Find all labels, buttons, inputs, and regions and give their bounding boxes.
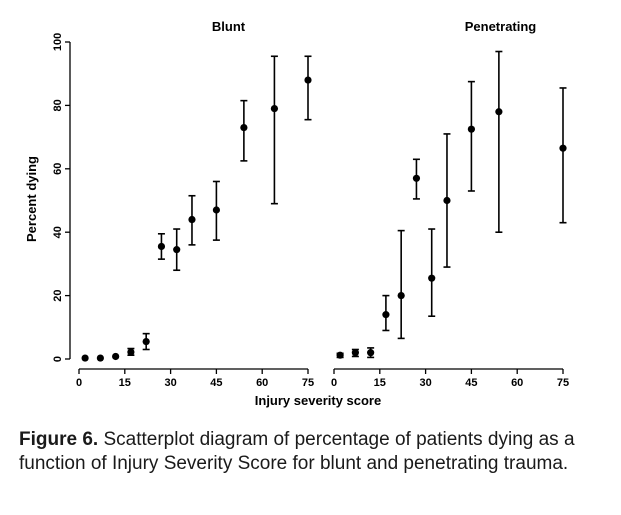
data-point-1-2 <box>367 349 375 357</box>
data-point-0-2 <box>112 352 120 361</box>
panel-title-0: Blunt <box>212 19 246 34</box>
data-point-1-4 <box>397 292 405 300</box>
data-point-1-8 <box>467 125 475 133</box>
x-tick-label-0-4: 60 <box>256 377 268 389</box>
x-tick-label-0-2: 30 <box>164 377 176 389</box>
data-point-1-1 <box>351 349 359 357</box>
x-tick-label-0-5: 75 <box>302 377 314 389</box>
y-tick-label-4: 80 <box>52 99 64 111</box>
data-point-1-10 <box>559 144 567 152</box>
data-point-0-6 <box>173 246 181 254</box>
x-tick-label-0-1: 15 <box>119 377 131 389</box>
data-point-1-0 <box>336 351 344 359</box>
x-tick-label-1-0: 0 <box>331 377 337 389</box>
data-point-0-0 <box>81 354 89 362</box>
data-point-1-9 <box>495 108 503 116</box>
data-point-1-5 <box>412 174 421 182</box>
y-axis-title: Percent dying <box>24 156 39 242</box>
x-axis-title: Injury severity score <box>255 393 381 408</box>
x-tick-label-0-0: 0 <box>76 377 82 389</box>
data-point-1-3 <box>382 311 390 319</box>
data-point-0-11 <box>304 76 312 84</box>
y-tick-label-0: 0 <box>52 356 64 362</box>
x-tick-label-1-4: 60 <box>511 377 523 389</box>
x-tick-label-1-1: 15 <box>374 377 386 389</box>
y-tick-label-1: 20 <box>52 289 64 301</box>
figure-caption: Figure 6. Scatterplot diagram of percent… <box>19 428 609 476</box>
y-tick-label-3: 60 <box>52 163 64 175</box>
data-point-0-5 <box>157 242 166 251</box>
x-tick-label-1-2: 30 <box>419 377 431 389</box>
y-tick-label-5: 100 <box>52 33 64 51</box>
data-point-0-10 <box>270 104 279 113</box>
figure-chart: 0 20 40 60 80 100 Blunt 0 15 30 45 60 75 Penetrating… <box>24 19 569 408</box>
panel-blunt: Blunt 0 15 30 45 60 75 <box>76 19 314 389</box>
data-point-0-7 <box>188 215 196 224</box>
data-point-0-3 <box>127 348 135 356</box>
x-tick-label-0-3: 45 <box>210 377 222 389</box>
figure-label: Figure 6. <box>19 429 99 450</box>
panel-penetrating: Penetrating 0 15 30 45 60 75 <box>331 19 569 389</box>
data-point-0-8 <box>212 206 220 214</box>
data-point-0-9 <box>240 123 248 132</box>
data-point-0-1 <box>96 354 104 362</box>
data-point-1-7 <box>443 196 451 205</box>
x-tick-label-1-3: 45 <box>465 377 477 389</box>
x-tick-label-1-5: 75 <box>557 377 569 389</box>
panel-title-1: Penetrating <box>465 19 537 34</box>
y-tick-label-2: 40 <box>52 226 64 238</box>
figure-caption-text: Scatterplot diagram of percentage of pat… <box>19 429 575 474</box>
data-point-1-6 <box>428 274 436 282</box>
data-point-0-4 <box>142 337 150 346</box>
